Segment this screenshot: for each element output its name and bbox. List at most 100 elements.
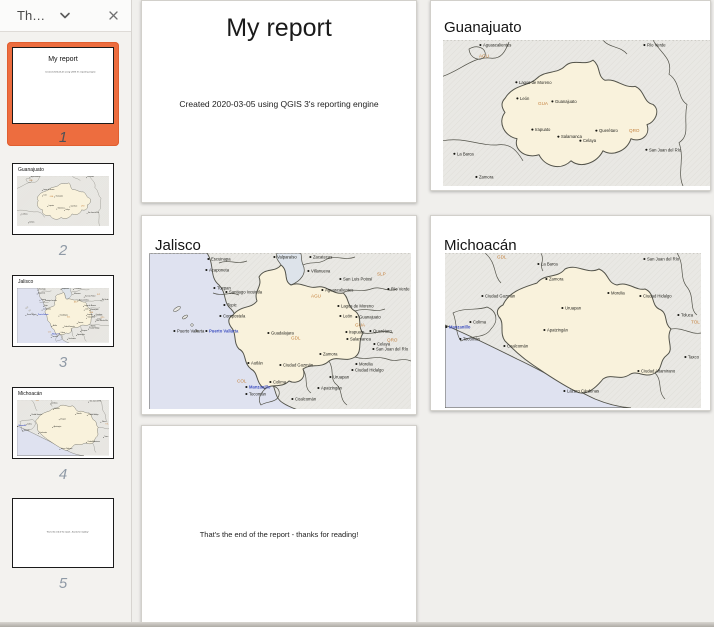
report-end-text: That's the end of the report - thanks fo… (199, 529, 359, 539)
thumb-map-title: Jalisco (18, 279, 34, 285)
svg-text:Salamanca: Salamanca (88, 317, 96, 319)
svg-text:San Juan del Río: San Juan del Río (649, 147, 682, 152)
svg-text:GDL: GDL (497, 255, 507, 260)
svg-text:Acaponeta: Acaponeta (209, 268, 230, 273)
svg-text:TOL: TOL (691, 320, 700, 325)
svg-text:Coalcomán: Coalcomán (39, 432, 47, 434)
svg-text:GDL: GDL (36, 400, 39, 402)
svg-text:AGU: AGU (479, 54, 489, 59)
svg-text:Coalcomán: Coalcomán (68, 338, 76, 340)
svg-text:La Barca: La Barca (541, 262, 558, 267)
svg-text:León: León (343, 314, 353, 319)
svg-text:Irapuato: Irapuato (535, 127, 551, 132)
svg-text:Aguascalientes: Aguascalientes (483, 43, 511, 48)
page-number-badge: 4 (58, 466, 68, 483)
thumbnail-page-3[interactable]: Jalisco Escuinapa Acaponeta Valparaíso Zaca… (7, 275, 119, 370)
svg-text:Guadalajara: Guadalajara (60, 315, 68, 317)
map-jalisco: Escuinapa Acaponeta Valparaíso Zacatecas Vil… (149, 253, 411, 409)
svg-text:GDL: GDL (291, 336, 301, 341)
chevron-down-icon[interactable] (59, 12, 71, 20)
page-title-guanajuato: Guanajuato (444, 19, 522, 37)
svg-text:TOL: TOL (105, 423, 108, 425)
page-number-badge: 1 (58, 129, 68, 146)
svg-text:Lagos de Moreno: Lagos de Moreno (519, 80, 552, 85)
svg-text:QRO: QRO (101, 317, 105, 319)
svg-text:Zamora: Zamora (323, 352, 338, 357)
svg-text:QRO: QRO (387, 338, 398, 343)
window-bottom-edge (0, 622, 714, 627)
svg-text:Zamora: Zamora (479, 174, 494, 179)
svg-text:Manzanillo: Manzanillo (18, 425, 26, 427)
map-canvas: Aguascalientes AGU Río Verde Lagos de Moren… (443, 40, 710, 186)
svg-text:Ciudad Hidalgo: Ciudad Hidalgo (355, 368, 384, 373)
svg-text:Uruapan: Uruapan (565, 306, 582, 311)
svg-text:León: León (85, 309, 88, 311)
svg-text:Lagos de Moreno: Lagos de Moreno (84, 305, 96, 307)
page-number-badge: 2 (58, 242, 68, 259)
svg-text:San Juan del Río: San Juan del Río (88, 212, 99, 214)
svg-text:GUA: GUA (355, 323, 366, 328)
svg-text:Tecomán: Tecomán (249, 392, 267, 397)
svg-text:Lagos de Moreno: Lagos de Moreno (43, 189, 54, 191)
svg-text:Guadalajara: Guadalajara (271, 331, 294, 336)
svg-text:Río Verde: Río Verde (647, 43, 666, 48)
map-guanajuato: Aguascalientes AGU Río Verde Lagos de Moren… (443, 40, 710, 186)
report-title: My report (226, 14, 332, 42)
thumb-map-guanajuato: Aguascalientes AGU Río Verde Lagos de Moren… (16, 175, 109, 230)
svg-text:Manzanillo: Manzanillo (449, 325, 471, 330)
svg-text:Coalcomán: Coalcomán (295, 397, 317, 402)
svg-text:San Juan del Río: San Juan del Río (90, 401, 102, 403)
document-canvas[interactable]: My report Created 2020-03-05 using QGIS … (132, 0, 714, 627)
thumbnail-preview-michoacan: Michoacán GDL La Barca San Juan del Río Zam… (12, 387, 114, 459)
svg-text:Celaya: Celaya (377, 342, 391, 347)
sidebar-pane-selector[interactable]: Th… (17, 8, 46, 23)
svg-text:Zacatecas: Zacatecas (313, 255, 332, 260)
svg-text:Salamanca: Salamanca (561, 134, 583, 139)
svg-text:Ciudad Hidalgo: Ciudad Hidalgo (89, 328, 99, 330)
svg-text:León: León (44, 194, 47, 196)
thumbnail-preview-end: That's the end of the report - thanks fo… (12, 498, 114, 568)
thumbnail-preview-cover: My report Created 2020-03-05 using QGIS … (12, 47, 114, 124)
svg-text:QRO: QRO (81, 206, 85, 208)
svg-text:Taxco: Taxco (104, 436, 108, 438)
svg-text:Morelia: Morelia (359, 362, 373, 367)
svg-text:Morelia: Morelia (611, 291, 625, 296)
thumb-cover-title: My report (48, 56, 78, 63)
svg-text:Río Verde: Río Verde (87, 176, 94, 178)
thumbnail-page-1[interactable]: My report Created 2020-03-05 using QGIS … (7, 42, 119, 146)
thumbnail-page-2[interactable]: Guanajuato Aguascalientes AGU Río Verde Lag… (7, 163, 119, 258)
thumb-cover-subtitle: Created 2020-03-05 using QGIS 3's report… (45, 71, 96, 74)
svg-text:AGU: AGU (311, 294, 321, 299)
svg-text:Manzanillo: Manzanillo (249, 385, 271, 390)
thumbnail-page-4[interactable]: Michoacán GDL La Barca San Juan del Río Zam… (7, 387, 119, 482)
thumbnail-list: My report Created 2020-03-05 using QGIS … (0, 32, 131, 621)
thumb-map-title: Michoacán (18, 391, 43, 397)
thumbnail-page-5[interactable]: That's the end of the report - thanks fo… (7, 498, 119, 591)
page-title-michoacan: Michoacán (444, 237, 517, 255)
svg-text:San Juan del Río: San Juan del Río (97, 320, 108, 322)
thumbnail-preview-guanajuato: Guanajuato Aguascalientes AGU Río Verde Lag… (12, 163, 114, 235)
svg-text:León: León (520, 96, 530, 101)
svg-text:Colima: Colima (27, 423, 32, 425)
svg-text:Tecomán: Tecomán (23, 429, 29, 431)
close-icon[interactable] (108, 10, 119, 21)
svg-text:Manzanillo: Manzanillo (52, 334, 60, 336)
svg-text:Zamora: Zamora (78, 322, 83, 324)
page-title-jalisco: Jalisco (155, 237, 201, 255)
svg-text:Autlán: Autlán (251, 361, 264, 366)
thumb-map-jalisco: Escuinapa Acaponeta Valparaíso Zacatecas Vil… (16, 287, 110, 344)
svg-text:Ciudad Guzmán: Ciudad Guzmán (64, 326, 75, 328)
svg-text:Puerto Vallarta: Puerto Vallarta (177, 329, 205, 334)
report-subtitle: Created 2020-03-05 using QGIS 3's report… (179, 98, 379, 109)
svg-text:Celaya: Celaya (97, 318, 102, 320)
svg-text:San Juan del Río: San Juan del Río (647, 257, 680, 262)
svg-text:Valparaíso: Valparaíso (62, 288, 69, 290)
svg-text:Puerto Vallarta: Puerto Vallarta (209, 329, 239, 334)
svg-text:Lázaro Cárdenas: Lázaro Cárdenas (567, 389, 599, 394)
svg-text:San Juan del Río: San Juan del Río (376, 347, 409, 352)
svg-text:Tecomán: Tecomán (463, 337, 481, 342)
svg-text:Taxco: Taxco (688, 355, 700, 360)
